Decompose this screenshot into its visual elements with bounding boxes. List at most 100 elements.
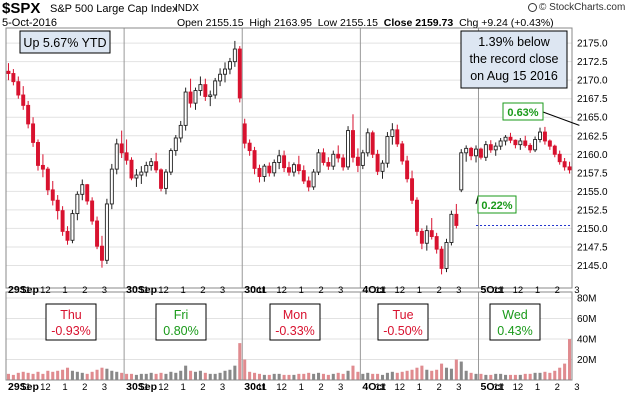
candle-body (247, 142, 252, 152)
record-callout-box (460, 30, 568, 89)
high-label: High (249, 17, 272, 29)
candle-body (478, 148, 483, 158)
x-tick-label: 2 (200, 285, 205, 296)
volume-bar (179, 370, 183, 380)
volume-bar (164, 373, 168, 380)
x-tick-label: 4Oct (362, 381, 386, 393)
chg-label: Chg (459, 17, 479, 29)
x-tick-label: 3 (338, 382, 343, 393)
candle-body (99, 245, 104, 261)
candle-body (508, 136, 513, 141)
credit[interactable]: © StockCharts.com (528, 2, 625, 13)
day-change-box (489, 303, 541, 341)
candle-body (31, 123, 36, 143)
volume-bar (543, 371, 547, 380)
volume-bar (489, 374, 493, 380)
volume-bar (449, 368, 453, 380)
candle-body (45, 168, 50, 191)
x-tick-label: 12 (513, 382, 524, 393)
candle-body (380, 162, 385, 172)
candle-body (139, 171, 144, 176)
volume-bar (331, 373, 335, 380)
pct-label-text: 0.63% (507, 107, 538, 119)
volume-bar (282, 374, 286, 380)
volume-panel-frame (5, 291, 573, 381)
volume-bar (499, 373, 503, 380)
x-tick-label: 12 (40, 285, 51, 296)
candle-body (75, 193, 80, 215)
volume-bar (277, 373, 281, 380)
pct-label-box (502, 102, 544, 121)
volume-bar (243, 359, 247, 380)
volume-bar (41, 373, 45, 380)
volume-bar (208, 373, 212, 380)
candle-body (464, 147, 469, 154)
candle-body (336, 153, 341, 159)
candle-body (11, 73, 16, 83)
candle-body (144, 164, 149, 173)
volume-bar (504, 374, 508, 380)
x-tick-label: 3 (338, 285, 343, 296)
x-tick-label: 29Sep (8, 381, 39, 393)
x-tick-label: 1 (417, 382, 422, 393)
x-tick-label: 1 (62, 382, 67, 393)
volume-tick-label: 80M (577, 294, 596, 305)
price-tick-label: 2162.5 (577, 131, 608, 142)
candle-body (60, 210, 65, 232)
day-change-pct: 0.43% (497, 324, 532, 338)
volume-bar (553, 370, 557, 380)
candle-body (498, 140, 503, 147)
x-tick-label: 12 (158, 382, 169, 393)
volume-bar (371, 373, 375, 380)
candle-body (346, 130, 351, 168)
volume-bar (144, 373, 148, 380)
candle-body (474, 148, 479, 157)
candle-body (523, 140, 528, 146)
x-tick-label: 11 (139, 382, 149, 393)
pct-label-box (477, 195, 517, 214)
candle-body (419, 230, 424, 244)
volume-bar (85, 373, 89, 380)
x-tick-label: 11 (375, 382, 385, 393)
candle-body (40, 164, 45, 170)
volume-bar (494, 373, 498, 380)
candle-body (326, 161, 331, 167)
day-name: Wed (502, 308, 528, 322)
volume-bar (440, 363, 444, 380)
volume-bar (312, 373, 316, 380)
candle-body (154, 161, 159, 171)
candle-body (237, 48, 242, 99)
volume-bar (26, 372, 30, 380)
candle-body (6, 70, 11, 74)
volume-bar (115, 371, 119, 380)
price-tick-label: 2172.5 (577, 57, 608, 68)
candle-body (252, 150, 257, 169)
volume-bar (435, 369, 439, 380)
candle-body (227, 61, 232, 70)
x-tick-label: 1 (299, 285, 304, 296)
volume-bar (233, 365, 237, 380)
price-tick-label: 2160.0 (577, 150, 608, 161)
price-panel-frame (5, 27, 573, 289)
volume-bar (105, 368, 109, 380)
volume-bar (31, 373, 35, 380)
x-tick-label: 30ct (244, 381, 266, 393)
candle-body (429, 230, 434, 238)
x-tick-label: 11 (21, 285, 31, 296)
x-tick-label: 2 (82, 382, 87, 393)
candle-body (85, 184, 90, 202)
day-change-box (45, 303, 97, 341)
x-tick-label: 3 (574, 285, 579, 296)
x-tick-label: 1 (181, 285, 186, 296)
candle-body (163, 171, 168, 189)
candle-body (296, 164, 301, 172)
volume-bar (267, 374, 271, 380)
volume-bar (538, 372, 542, 380)
volume-bar (508, 374, 513, 380)
volume-bar (395, 372, 399, 380)
candle-body (528, 144, 533, 151)
candle-body (178, 124, 183, 139)
volume-bar (11, 374, 15, 380)
candle-body (567, 166, 572, 171)
candle-body (36, 141, 40, 166)
